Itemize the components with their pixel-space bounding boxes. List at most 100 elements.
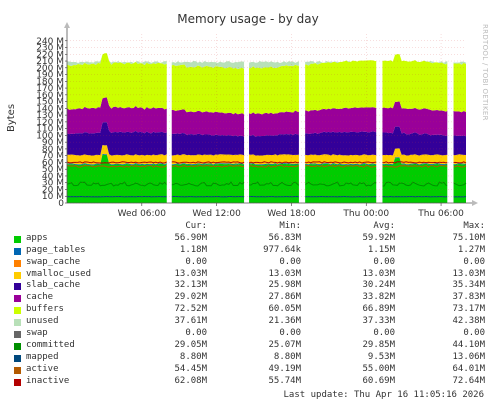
y-tick-label: 210 M <box>36 57 64 67</box>
legend-cur: 1.18M <box>179 244 207 255</box>
legend-label: swap_cache <box>26 256 81 267</box>
data-gap <box>376 34 383 203</box>
last-update: Last update: Thu Apr 16 11:05:16 2026 <box>283 390 484 400</box>
legend-label: vmalloc_used <box>26 268 92 279</box>
legend-label: active <box>26 363 59 374</box>
legend-max: 13.03M <box>452 268 485 279</box>
legend-swatch <box>14 331 21 339</box>
y-tick-label: 40 M <box>42 172 64 182</box>
y-tick-label: 10 M <box>42 192 64 202</box>
y-tick-label: 150 M <box>36 98 64 108</box>
legend-swatch <box>14 259 21 267</box>
y-tick-label: 30 M <box>42 179 64 189</box>
legend-avg: 55.00M <box>362 363 395 374</box>
line-inactive <box>66 161 467 164</box>
header-avg: Avg: <box>373 221 395 231</box>
x-tick-label: Thu 00:00 <box>342 209 389 219</box>
legend-row-mapped: mapped 8.80M 8.80M 9.53M 13.06M <box>10 352 488 364</box>
legend-swatch <box>14 378 21 386</box>
data-gap <box>166 34 172 203</box>
legend-cur: 37.61M <box>174 316 207 327</box>
legend-avg: 9.53M <box>367 351 395 362</box>
legend-swatch <box>14 271 21 279</box>
y-tick-label: 70 M <box>42 152 64 162</box>
legend-cur: 56.90M <box>174 232 207 243</box>
legend-swatch <box>14 283 21 291</box>
y-tick-label: 80 M <box>42 145 64 155</box>
legend-avg: 59.92M <box>362 232 395 243</box>
plot-area <box>66 34 467 204</box>
legend-row-committed: committed 29.05M 25.07M 29.85M 44.10M <box>10 340 488 352</box>
legend-avg: 13.03M <box>362 268 395 279</box>
memory-chart: Memory usage - by day Bytes RRDTOOL / TO… <box>6 12 489 219</box>
legend-row-slab-cache: slab_cache 32.13M 25.98M 30.24M 35.34M <box>10 280 488 292</box>
legend-min: 0.00 <box>279 328 301 339</box>
legend-swatch <box>14 247 21 255</box>
y-axis: 010 M20 M30 M40 M50 M60 M70 M80 M90 M100… <box>36 22 70 209</box>
legend-row-page-tables: page_tables 1.18M 977.64k 1.15M 1.27M <box>10 245 488 257</box>
legend-row-vmalloc-used: vmalloc_used 13.03M 13.03M 13.03M 13.03M <box>10 269 488 281</box>
legend-cur: 29.02M <box>174 292 207 303</box>
legend-cur: 72.52M <box>174 304 207 315</box>
legend-label: mapped <box>26 351 59 362</box>
legend-row-cache: cache 29.02M 27.86M 33.82M 37.83M <box>10 292 488 304</box>
legend-cur: 0.00 <box>185 256 207 267</box>
legend-label: slab_cache <box>26 280 81 291</box>
legend-label: apps <box>26 232 48 243</box>
legend-max: 73.17M <box>452 304 485 315</box>
data-gap <box>244 34 250 203</box>
legend-min: 56.83M <box>268 232 301 243</box>
legend-row-active: active 54.45M 49.19M 55.00M 64.01M <box>10 364 488 376</box>
legend-cur: 29.05M <box>174 339 207 350</box>
legend-row-buffers: buffers 72.52M 60.05M 66.89M 73.17M <box>10 304 488 316</box>
y-tick-label: 140 M <box>36 104 64 114</box>
legend-min: 60.05M <box>268 304 301 315</box>
legend-min: 8.80M <box>273 351 301 362</box>
legend-max: 35.34M <box>452 280 485 291</box>
y-tick-label: 50 M <box>42 165 64 175</box>
y-tick-label: 0 <box>58 199 64 209</box>
legend-swatch <box>14 295 21 303</box>
legend-avg: 60.69M <box>362 375 395 386</box>
legend-header-row: Cur: Min: Avg: Max: <box>10 221 488 233</box>
legend-max: 75.10M <box>452 232 485 243</box>
legend-max: 37.83M <box>452 292 485 303</box>
legend-avg: 33.82M <box>362 292 395 303</box>
data-gap <box>298 34 306 203</box>
legend-cur: 32.13M <box>174 280 207 291</box>
y-tick-label: 120 M <box>36 118 64 128</box>
legend-avg: 30.24M <box>362 280 395 291</box>
legend-label: inactive <box>26 375 70 386</box>
legend-min: 13.03M <box>268 268 301 279</box>
legend-max: 44.10M <box>452 339 485 350</box>
legend-min: 21.36M <box>268 316 301 327</box>
legend-min: 49.19M <box>268 363 301 374</box>
legend-table: Cur: Min: Avg: Max: apps 56.90M 56.83M 59.9… <box>10 221 488 387</box>
legend-max: 13.06M <box>452 351 485 362</box>
legend-row-apps: apps 56.90M 56.83M 59.92M 75.10M <box>10 233 488 245</box>
legend-avg: 66.89M <box>362 304 395 315</box>
legend-cur: 62.08M <box>174 375 207 386</box>
legend-max: 72.64M <box>452 375 485 386</box>
y-tick-label: 130 M <box>36 111 64 121</box>
y-tick-label: 60 M <box>42 158 64 168</box>
header-cur: Cur: <box>185 221 207 231</box>
x-axis-arrow <box>472 200 478 206</box>
y-tick-label: 220 M <box>36 50 64 60</box>
y-axis-arrow <box>64 22 70 28</box>
y-tick-label: 170 M <box>36 84 64 94</box>
y-tick-label: 240 M <box>36 37 64 47</box>
y-tick-label: 160 M <box>36 91 64 101</box>
legend-max: 64.01M <box>452 363 485 374</box>
x-tick-label: Wed 06:00 <box>118 209 167 219</box>
legend-cur: 0.00 <box>185 328 207 339</box>
x-tick-label: Wed 18:00 <box>267 209 316 219</box>
header-min: Min: <box>279 221 301 231</box>
legend-label: buffers <box>26 304 64 315</box>
legend-cur: 54.45M <box>174 363 207 374</box>
y-tick-label: 20 M <box>42 185 64 195</box>
legend-min: 55.74M <box>268 375 301 386</box>
legend-swatch <box>14 354 21 362</box>
legend-cur: 8.80M <box>179 351 207 362</box>
y-axis-label: Bytes <box>6 104 17 132</box>
